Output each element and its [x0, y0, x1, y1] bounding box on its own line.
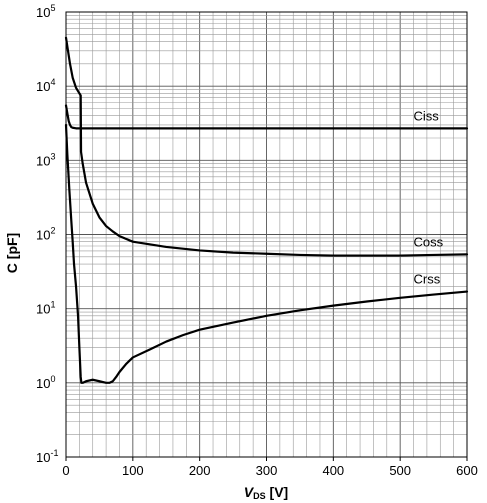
x-axis-label-unit: [V]	[266, 484, 289, 500]
series-label-crss: Crss	[414, 272, 441, 287]
series-label-ciss: Ciss	[414, 108, 440, 123]
y-tick-exponent: 4	[50, 77, 55, 87]
series-line-ciss	[64, 104, 469, 130]
series-label-coss: Coss	[414, 234, 444, 249]
x-tick-label: 200	[189, 463, 211, 478]
y-tick-base: 10	[36, 302, 50, 317]
y-tick-base: 10	[36, 79, 50, 94]
y-tick-exponent: 0	[50, 374, 55, 384]
y-tick-label: 103	[36, 151, 55, 168]
y-tick-label: 100	[36, 374, 55, 391]
y-tick-label: 10-1	[36, 448, 58, 465]
x-tick-label: 0	[62, 463, 69, 478]
y-axis-label: C [pF]	[4, 233, 20, 273]
y-tick-exponent: 2	[50, 226, 55, 236]
x-axis-label-sub: DS	[253, 491, 266, 501]
y-tick-exponent: -1	[50, 448, 58, 458]
y-tick-base: 10	[36, 376, 50, 391]
x-tick-label: 600	[456, 463, 478, 478]
y-tick-label: 104	[36, 77, 55, 94]
series-line-coss	[64, 36, 469, 257]
x-tick-label: 400	[322, 463, 344, 478]
series-labels: Ciss Coss Crss	[414, 108, 444, 286]
y-tick-base: 10	[36, 450, 50, 465]
series-line-crss	[64, 123, 469, 384]
y-tick-label: 102	[36, 226, 55, 243]
grid	[66, 12, 467, 457]
x-tick-label: 500	[389, 463, 411, 478]
x-axis-label-main: V	[244, 484, 255, 500]
y-tick-exponent: 3	[50, 151, 55, 161]
x-tick-label: 100	[122, 463, 144, 478]
y-tick-base: 10	[36, 153, 50, 168]
y-tick-base: 10	[36, 5, 50, 20]
y-tick-label: 105	[36, 3, 55, 20]
x-tick-label: 300	[256, 463, 278, 478]
y-tick-exponent: 5	[50, 3, 55, 13]
series-layer	[64, 36, 469, 384]
x-axis-ticks: 0 100 200 300 400 500 600	[62, 457, 478, 478]
y-tick-exponent: 1	[50, 300, 55, 310]
y-tick-base: 10	[36, 228, 50, 243]
y-tick-label: 101	[36, 300, 55, 317]
x-axis-label: VDS [V]	[244, 484, 288, 501]
